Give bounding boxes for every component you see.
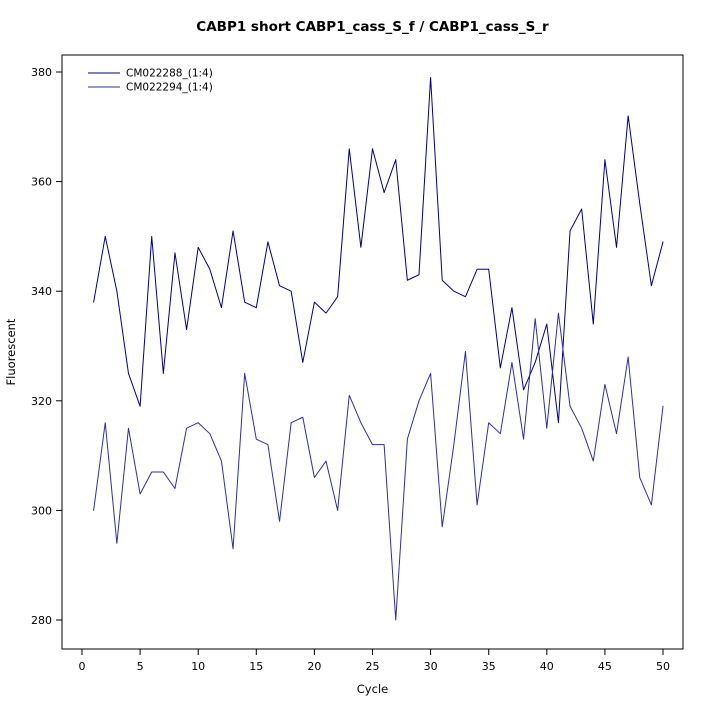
y-tick-label: 280 — [31, 614, 52, 627]
y-tick-label: 320 — [31, 395, 52, 408]
x-tick-label: 0 — [79, 660, 86, 673]
y-tick-label: 360 — [31, 176, 52, 189]
x-tick-label: 10 — [191, 660, 205, 673]
x-tick-label: 25 — [366, 660, 380, 673]
x-tick-label: 20 — [307, 660, 321, 673]
x-axis-label: Cycle — [357, 682, 388, 696]
x-tick-label: 15 — [249, 660, 263, 673]
x-tick-label: 35 — [482, 660, 496, 673]
plot-border — [61, 54, 684, 650]
x-tick-label: 30 — [424, 660, 438, 673]
y-tick-label: 300 — [31, 504, 52, 517]
x-tick-label: 50 — [656, 660, 670, 673]
y-tick-label: 380 — [31, 66, 52, 79]
y-axis-label: Fluorescent — [4, 318, 18, 385]
chart-title: CABP1 short CABP1_cass_S_f / CABP1_cass_… — [196, 19, 549, 35]
legend-label-0: CM022288_(1:4) — [126, 68, 213, 80]
x-tick-label: 45 — [598, 660, 612, 673]
series-line-0 — [93, 76, 664, 424]
series-line-1 — [93, 312, 664, 621]
x-tick-label: 5 — [137, 660, 144, 673]
x-tick-label: 40 — [540, 660, 554, 673]
legend-label-1: CM022294_(1:4) — [126, 82, 213, 94]
y-tick-label: 340 — [31, 285, 52, 298]
